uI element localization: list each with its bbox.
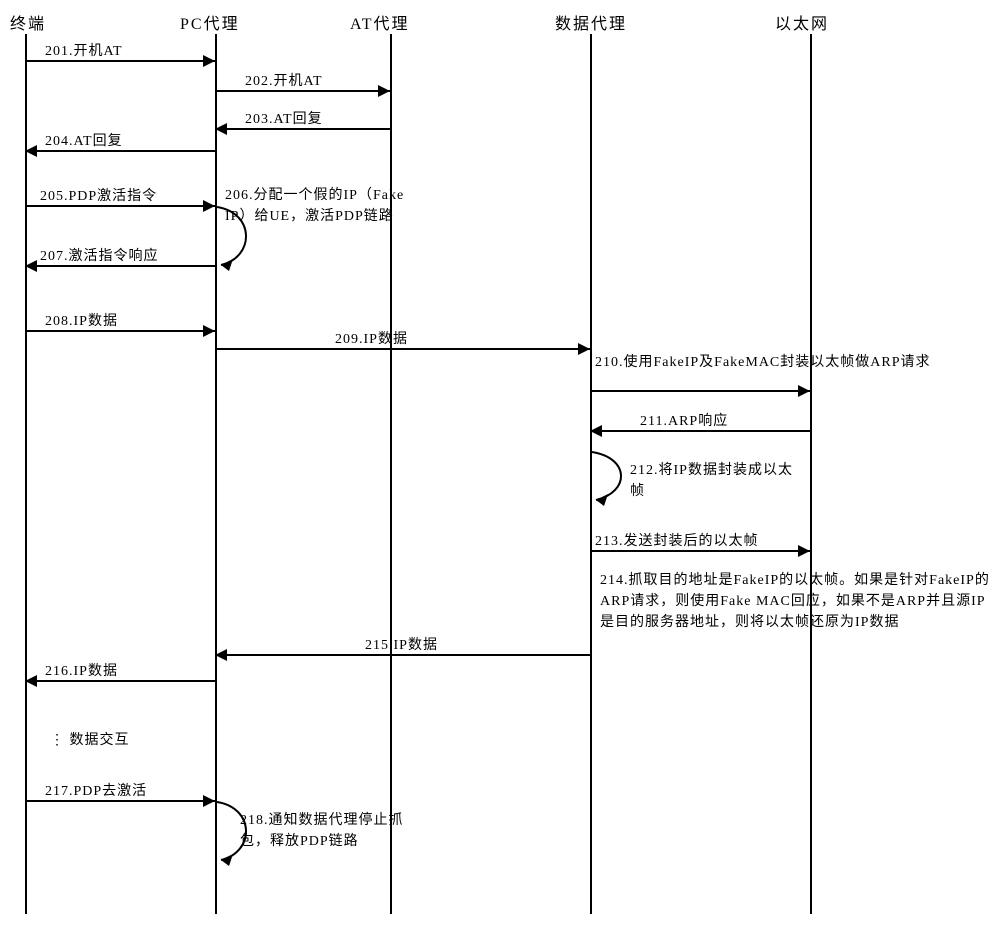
message-label: 207.激活指令响应 (40, 245, 159, 265)
actor-label-at: AT代理 (350, 10, 410, 34)
self-message-label: 218.通知数据代理停止抓包，释放PDP链路 (240, 810, 420, 852)
message-line (25, 680, 215, 682)
message-line (215, 348, 590, 350)
arrow-head-right (798, 545, 810, 557)
message-6: 208.IP数据 (25, 330, 215, 350)
arrow-head-right (798, 385, 810, 397)
message-9: 211.ARP响应 (590, 430, 810, 450)
message-line (215, 128, 390, 130)
message-8: 210.使用FakeIP及FakeMAC封装以太帧做ARP请求 (590, 390, 810, 410)
arrow-head-left (25, 675, 37, 687)
arrow-head-left (590, 425, 602, 437)
message-label: 215.IP数据 (365, 634, 438, 654)
message-line (590, 390, 810, 392)
message-label: 209.IP数据 (335, 328, 408, 348)
message-label: 208.IP数据 (45, 310, 118, 330)
message-line (590, 430, 810, 432)
message-line (25, 150, 215, 152)
message-label: 213.发送封装后的以太帧 (595, 530, 759, 550)
message-line (215, 90, 390, 92)
message-label: 205.PDP激活指令 (40, 185, 157, 205)
message-10: 213.发送封装后的以太帧 (590, 550, 810, 570)
sequence-diagram: 终端PC代理AT代理数据代理以太网201.开机AT202.开机AT203.AT回… (10, 10, 990, 920)
message-label: 204.AT回复 (45, 130, 123, 150)
message-line (25, 60, 215, 62)
arrow-head-right (203, 55, 215, 67)
arrow-head-right (203, 325, 215, 337)
message-line (25, 800, 215, 802)
arrow-head-right (378, 85, 390, 97)
arrow-head-left (25, 260, 37, 272)
actor-label-pc: PC代理 (180, 10, 240, 34)
message-7: 209.IP数据 (215, 348, 590, 368)
lifeline-eth (810, 34, 812, 914)
message-5: 207.激活指令响应 (25, 265, 215, 285)
actor-label-data: 数据代理 (555, 10, 627, 34)
self-message-label: 206.分配一个假的IP（Fake IP）给UE，激活PDP链路 (225, 185, 415, 227)
message-label: 202.开机AT (245, 70, 323, 90)
note-0: 214.抓取目的地址是FakeIP的以太帧。如果是针对FakeIP的ARP请求，… (600, 570, 990, 633)
arrow-head-left (215, 649, 227, 661)
message-line (590, 550, 810, 552)
actor-label-ue: 终端 (10, 10, 46, 34)
message-label: 216.IP数据 (45, 660, 118, 680)
message-4: 205.PDP激活指令 (25, 205, 215, 225)
arrow-head-left (25, 145, 37, 157)
arrow-head-right (203, 795, 215, 807)
message-label: 217.PDP去激活 (45, 780, 147, 800)
self-message-label: 212.将IP数据封装成以太帧 (630, 460, 800, 502)
arrow-head-right (203, 200, 215, 212)
message-3: 204.AT回复 (25, 150, 215, 170)
lifeline-pc (215, 34, 217, 914)
message-13: 217.PDP去激活 (25, 800, 215, 820)
message-11: 215.IP数据 (215, 654, 590, 674)
message-0: 201.开机AT (25, 60, 215, 80)
lifeline-at (390, 34, 392, 914)
arrow-head-right (578, 343, 590, 355)
message-1: 202.开机AT (215, 90, 390, 110)
message-label: 210.使用FakeIP及FakeMAC封装以太帧做ARP请求 (595, 354, 955, 372)
message-12: 216.IP数据 (25, 680, 215, 700)
message-line (25, 205, 215, 207)
message-line (25, 265, 215, 267)
actor-label-eth: 以太网 (775, 10, 829, 34)
arrow-head-left (215, 123, 227, 135)
message-label: 201.开机AT (45, 40, 123, 60)
message-label: 211.ARP响应 (640, 410, 728, 430)
message-line (25, 330, 215, 332)
message-label: 203.AT回复 (245, 108, 323, 128)
note-1: ⋮ 数据交互 (50, 730, 210, 751)
message-line (215, 654, 590, 656)
message-2: 203.AT回复 (215, 128, 390, 148)
